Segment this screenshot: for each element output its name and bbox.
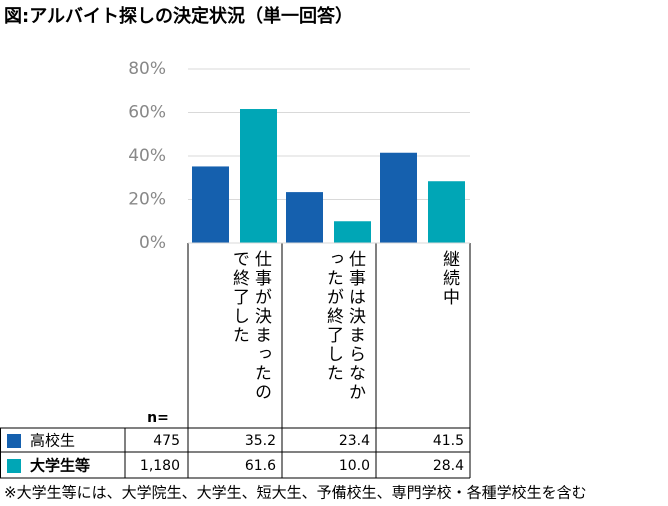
chart-title: 図:アルバイト探しの決定状況（単一回答） (4, 5, 353, 27)
value-label: 41.5 (433, 433, 464, 449)
category-label: 継続中 (439, 250, 459, 307)
y-tick-label: 0% (139, 233, 166, 253)
y-tick-label: 60% (128, 103, 166, 123)
value-label: 61.6 (245, 458, 276, 474)
category-label: 仕事が決まったので終了した (229, 250, 271, 402)
bar (428, 181, 465, 243)
value-label: 10.0 (339, 458, 370, 474)
legend-label: 高校生 (30, 432, 75, 450)
legend-swatch (7, 459, 21, 473)
value-label: 35.2 (245, 433, 276, 449)
bar (286, 192, 323, 243)
n-value: 475 (153, 433, 180, 449)
bar (334, 221, 371, 243)
n-header: n= (147, 410, 169, 426)
value-label: 28.4 (433, 458, 464, 474)
y-tick-label: 80% (128, 59, 166, 79)
y-tick-label: 20% (128, 190, 166, 210)
n-value: 1,180 (140, 458, 180, 474)
bar (192, 166, 229, 243)
category-label: 仕事は決まらなかったが終了した (323, 250, 365, 402)
legend-label: 大学生等 (30, 457, 90, 475)
value-label: 23.4 (339, 433, 370, 449)
y-tick-label: 40% (128, 146, 166, 166)
bar (240, 109, 277, 244)
footnote: ※大学生等には、大学院生、大学生、短大生、予備校生、専門学校・各種学校生を含む (4, 484, 587, 502)
legend-swatch (7, 434, 21, 448)
bar (380, 152, 417, 243)
